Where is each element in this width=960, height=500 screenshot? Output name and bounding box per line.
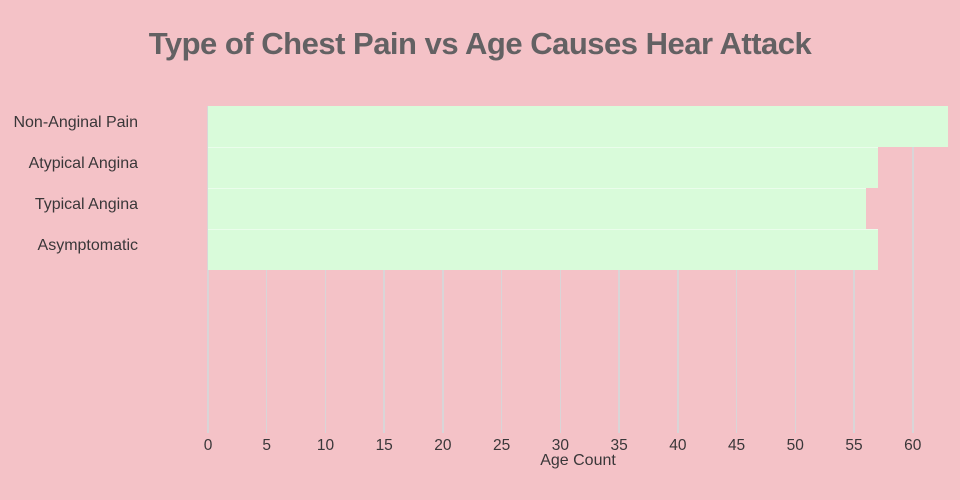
x-axis-tick-label: 15: [375, 437, 393, 454]
x-axis-tick-label: 55: [845, 437, 863, 454]
x-axis-tick-label: 0: [203, 437, 213, 454]
x-axis-tick-label: 20: [434, 437, 452, 454]
x-axis-tick-label: 35: [610, 437, 628, 454]
x-axis-tick-label: 40: [669, 437, 687, 454]
y-axis-labels: Non-Anginal Pain Atypical Angina Typical A…: [0, 0, 138, 500]
gridline-x-60: [912, 106, 914, 433]
bar-non-anginal-pain: [208, 106, 948, 148]
x-axis-tick-label: 25: [493, 437, 511, 454]
plot-area: [207, 106, 948, 433]
bar-atypical-angina: [208, 147, 878, 189]
chart-title: Type of Chest Pain vs Age Causes Hear At…: [148, 26, 812, 61]
x-axis-title: Age Count: [540, 452, 616, 469]
bar-asymptomatic: [208, 229, 878, 271]
bar-typical-angina: [208, 188, 866, 230]
x-axis-tick-label: 45: [727, 437, 746, 454]
y-axis-label: Asymptomatic: [37, 236, 138, 254]
x-axis-tick-label: 10: [316, 437, 335, 454]
x-axis-tick-label: 50: [786, 437, 804, 454]
x-axis-tick-label: 30: [551, 437, 569, 454]
x-axis-tick-label: 60: [904, 437, 922, 454]
y-axis-label: Atypical Angina: [28, 154, 138, 172]
y-axis-label: Non-Anginal Pain: [13, 113, 138, 131]
x-axis-tick-label: 5: [262, 437, 272, 454]
bar-series: [208, 106, 948, 433]
y-axis-label: Typical Angina: [34, 195, 138, 213]
